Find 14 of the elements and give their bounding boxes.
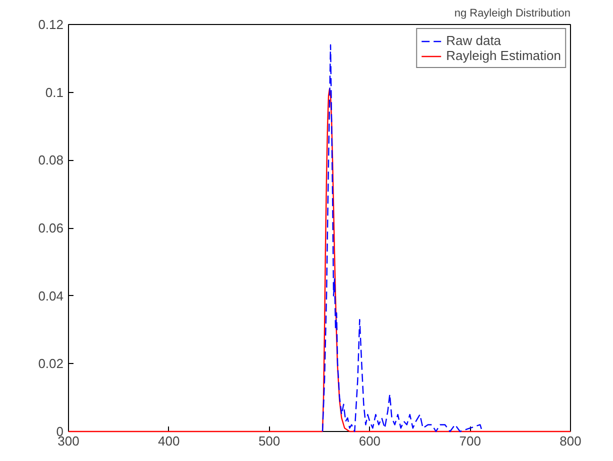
y-tick-label: 0.08 <box>38 152 64 168</box>
x-tick-label: 500 <box>258 434 280 448</box>
y-tick-label: 0.06 <box>38 220 64 236</box>
y-tick-label: 0.04 <box>38 288 64 304</box>
y-tick-label: 0.02 <box>38 356 64 372</box>
y-tick-label: 0.12 <box>38 17 64 32</box>
x-tick-label: 800 <box>560 434 582 448</box>
chart-title: ng Rayleigh Distribution <box>454 8 570 20</box>
x-tick-label: 400 <box>158 434 180 448</box>
x-tick-label: 600 <box>358 434 381 448</box>
legend-label: Rayleigh Estimation <box>446 48 561 63</box>
y-tick-label: 0.1 <box>45 84 64 100</box>
x-tick-label: 700 <box>459 434 481 448</box>
legend-label: Raw data <box>446 33 502 48</box>
